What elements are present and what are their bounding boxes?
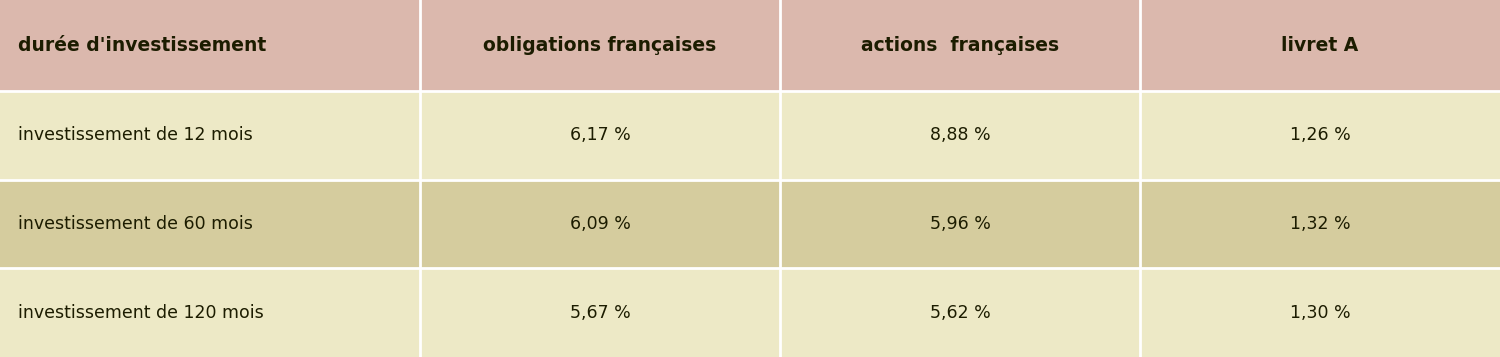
- Bar: [1140, 268, 1500, 357]
- Bar: [420, 0, 780, 91]
- Text: 1,26 %: 1,26 %: [1290, 126, 1350, 144]
- Text: livret A: livret A: [1281, 36, 1359, 55]
- Bar: [0, 180, 420, 268]
- Text: 1,30 %: 1,30 %: [1290, 304, 1350, 322]
- Bar: [780, 91, 1140, 180]
- Text: investissement de 120 mois: investissement de 120 mois: [18, 304, 264, 322]
- Text: 5,96 %: 5,96 %: [930, 215, 990, 233]
- Bar: [420, 268, 780, 357]
- Text: 6,17 %: 6,17 %: [570, 126, 630, 144]
- Bar: [0, 91, 420, 180]
- Text: obligations françaises: obligations françaises: [483, 36, 717, 55]
- Text: investissement de 60 mois: investissement de 60 mois: [18, 215, 254, 233]
- Bar: [0, 268, 420, 357]
- Text: 5,67 %: 5,67 %: [570, 304, 630, 322]
- Bar: [420, 91, 780, 180]
- Bar: [1140, 0, 1500, 91]
- Text: 5,62 %: 5,62 %: [930, 304, 990, 322]
- Text: durée d'investissement: durée d'investissement: [18, 36, 267, 55]
- Bar: [420, 180, 780, 268]
- Text: 1,32 %: 1,32 %: [1290, 215, 1350, 233]
- Text: 8,88 %: 8,88 %: [930, 126, 990, 144]
- Bar: [1140, 91, 1500, 180]
- Bar: [780, 268, 1140, 357]
- Bar: [0, 0, 420, 91]
- Text: actions  françaises: actions françaises: [861, 36, 1059, 55]
- Text: investissement de 12 mois: investissement de 12 mois: [18, 126, 252, 144]
- Bar: [780, 0, 1140, 91]
- Bar: [780, 180, 1140, 268]
- Text: 6,09 %: 6,09 %: [570, 215, 630, 233]
- Bar: [1140, 180, 1500, 268]
